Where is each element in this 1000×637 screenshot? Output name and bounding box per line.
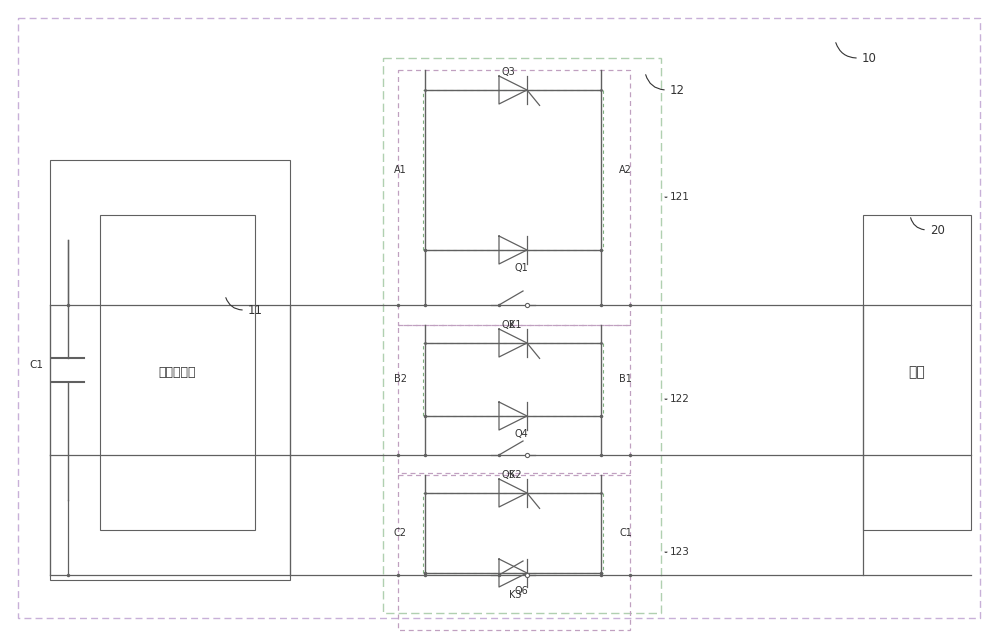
Text: A1: A1 bbox=[394, 165, 407, 175]
Text: Q4: Q4 bbox=[514, 429, 528, 439]
Bar bbox=[398, 475, 630, 630]
Text: Q6: Q6 bbox=[514, 586, 528, 596]
Bar bbox=[423, 493, 603, 573]
Bar bbox=[100, 215, 255, 530]
Text: B1: B1 bbox=[619, 374, 632, 384]
Text: 122: 122 bbox=[670, 394, 690, 404]
Text: 主功率模块: 主功率模块 bbox=[158, 366, 196, 378]
Bar bbox=[398, 70, 630, 325]
Text: Q2: Q2 bbox=[501, 320, 515, 330]
Text: K1: K1 bbox=[509, 320, 521, 330]
Text: C1: C1 bbox=[29, 360, 43, 370]
Text: Q3: Q3 bbox=[501, 67, 515, 77]
Bar bbox=[50, 160, 290, 580]
Bar bbox=[383, 58, 661, 613]
Text: C1: C1 bbox=[619, 528, 632, 538]
Text: Q5: Q5 bbox=[501, 470, 515, 480]
Text: K2: K2 bbox=[509, 470, 521, 480]
Bar bbox=[423, 343, 603, 416]
Text: 121: 121 bbox=[670, 192, 690, 202]
Text: K3: K3 bbox=[509, 590, 521, 600]
Text: 电网: 电网 bbox=[909, 365, 925, 379]
Text: 123: 123 bbox=[670, 547, 690, 557]
Bar bbox=[423, 90, 603, 250]
Text: B2: B2 bbox=[394, 374, 407, 384]
Text: A2: A2 bbox=[619, 165, 632, 175]
Text: Q1: Q1 bbox=[514, 263, 528, 273]
Text: C2: C2 bbox=[394, 528, 407, 538]
Text: 10: 10 bbox=[862, 52, 877, 64]
Bar bbox=[398, 325, 630, 473]
Text: 20: 20 bbox=[930, 224, 945, 236]
Bar bbox=[863, 215, 971, 530]
Text: 12: 12 bbox=[670, 83, 685, 96]
Text: 11: 11 bbox=[248, 303, 263, 317]
